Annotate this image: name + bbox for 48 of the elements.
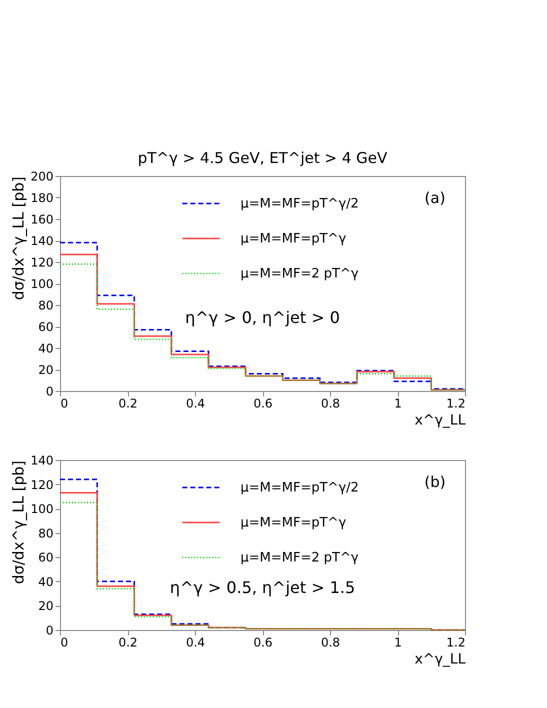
- legend-label: μ=M=MF=pT^γ/2: [240, 480, 359, 496]
- x-tick-label: 0.2: [118, 396, 138, 410]
- legend-label: μ=M=MF=2 pT^γ: [240, 550, 359, 566]
- x-tick-label: 1.2: [446, 636, 466, 650]
- x-tick-label: 0.8: [320, 636, 340, 650]
- annotation: (b): [424, 473, 446, 491]
- x-tick-label: 1: [394, 636, 402, 650]
- y-tick-label: 0: [46, 384, 54, 398]
- x-tick-label: 0.2: [118, 636, 138, 650]
- y-tick-label: 20: [38, 363, 54, 377]
- y-tick-label: 160: [30, 212, 54, 226]
- y-tick-label: 40: [38, 574, 54, 589]
- legend-label: μ=M=MF=pT^γ: [240, 232, 346, 246]
- y-tick-label: 100: [30, 277, 54, 291]
- y-tick-label: 200: [30, 170, 54, 184]
- y-tick-label: 0: [46, 624, 54, 638]
- y-axis-title: dσ/dx^γ_LL [pb]: [10, 176, 28, 300]
- annotation: (a): [424, 189, 446, 207]
- y-tick-label: 80: [38, 298, 54, 312]
- x-tick-label: 1: [394, 396, 402, 410]
- legend-label: μ=M=MF=pT^γ/2: [240, 196, 359, 212]
- y-tick-label: 40: [38, 342, 54, 356]
- x-tick-label: 0.8: [320, 396, 340, 410]
- x-tick-label: 0.4: [186, 636, 206, 650]
- x-tick-label: 0: [60, 636, 68, 650]
- y-tick-label: 120: [30, 478, 54, 492]
- y-tick-label: 60: [38, 320, 54, 334]
- x-axis-title: x^γ_LL: [414, 652, 466, 668]
- x-tick-label: 0.4: [186, 396, 206, 410]
- y-tick-label: 20: [38, 599, 54, 614]
- y-tick-label: 120: [30, 256, 54, 270]
- x-tick-label: 0.6: [253, 636, 273, 650]
- y-tick-label: 80: [38, 526, 54, 540]
- x-tick-label: 0: [60, 396, 68, 410]
- legend-label: μ=M=MF=pT^γ: [240, 516, 346, 530]
- chart-title: pT^γ > 4.5 GeV, ET^jet > 4 GeV: [138, 149, 388, 167]
- x-tick-label: 0.6: [253, 396, 273, 410]
- x-tick-label: 1.2: [446, 396, 466, 410]
- y-tick-label: 60: [38, 550, 54, 565]
- x-axis-title: x^γ_LL: [414, 412, 466, 428]
- annotation: η^γ > 0, η^jet > 0: [185, 308, 340, 327]
- legend-label: μ=M=MF=2 pT^γ: [240, 266, 359, 282]
- y-axis-title: dσ/dx^γ_LL [pb]: [10, 460, 28, 584]
- y-tick-label: 100: [30, 502, 54, 516]
- y-tick-label: 140: [30, 234, 54, 248]
- annotation: η^γ > 0.5, η^jet > 1.5: [170, 578, 356, 597]
- y-tick-label: 140: [30, 454, 54, 468]
- y-tick-label: 180: [30, 191, 54, 205]
